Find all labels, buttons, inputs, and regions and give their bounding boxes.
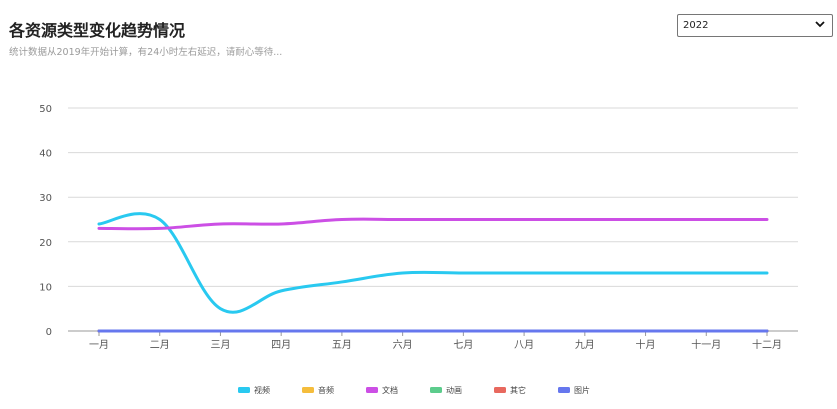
series-layer (97, 212, 769, 333)
legend-item-5[interactable]: 图片 (558, 385, 590, 395)
chart-title: 各资源类型变化趋势情况 (9, 21, 186, 40)
legend-label: 文档 (382, 385, 398, 395)
y-tick-label: 50 (39, 104, 52, 115)
x-tick-label: 十月 (636, 338, 656, 351)
y-tick-label: 20 (39, 238, 52, 249)
legend-swatch (366, 387, 378, 393)
legend-layer: 视频 音频 文档 动画 其它 图片 (238, 385, 590, 395)
legend-swatch (238, 387, 250, 393)
legend-label: 动画 (446, 385, 462, 395)
y-tick-label: 40 (39, 149, 52, 160)
legend-swatch (302, 387, 314, 393)
year-select-value: 2022 (683, 20, 709, 31)
y-tick-label: 10 (39, 282, 52, 293)
x-tick-label: 八月 (514, 339, 534, 351)
x-tick-label: 四月 (271, 339, 291, 351)
legend-label: 音频 (318, 385, 334, 395)
legend-swatch (430, 387, 442, 393)
chart-subtitle: 统计数据从2019年开始计算，有24小时左右延迟，请耐心等待... (9, 47, 283, 58)
year-select[interactable]: 2022 (677, 14, 833, 37)
series-line-0 (97, 212, 769, 314)
legend-swatch (494, 387, 506, 393)
x-tick-label: 六月 (393, 339, 413, 351)
x-tick-label: 三月 (210, 339, 230, 351)
chevron-down-icon (815, 21, 825, 28)
legend-item-1[interactable]: 音频 (302, 385, 334, 395)
series-line-2 (97, 217, 769, 231)
legend-item-2[interactable]: 文档 (366, 385, 398, 395)
axis-layer: 0 10 20 30 40 50 一月 二月 三月 四月 五月 六月 七月 八月 九月 十月 十一月 十二月 (39, 104, 782, 351)
legend-item-3[interactable]: 动画 (430, 385, 462, 395)
x-tick-label: 二月 (150, 339, 170, 351)
y-tick-label: 30 (39, 193, 52, 204)
legend-swatch (558, 387, 570, 393)
x-tick-label: 一月 (89, 339, 109, 351)
legend-label: 图片 (574, 385, 590, 395)
legend-item-4[interactable]: 其它 (494, 385, 526, 395)
legend-item-0[interactable]: 视频 (238, 385, 270, 395)
x-tick-label: 五月 (332, 339, 352, 351)
legend-label: 其它 (510, 385, 526, 395)
x-tick-label: 七月 (453, 339, 473, 351)
x-tick-label: 十一月 (691, 338, 721, 351)
legend-label: 视频 (254, 385, 270, 395)
x-tick-label: 九月 (575, 339, 595, 351)
x-tick-label: 十二月 (752, 338, 782, 351)
y-tick-label: 0 (46, 327, 52, 338)
